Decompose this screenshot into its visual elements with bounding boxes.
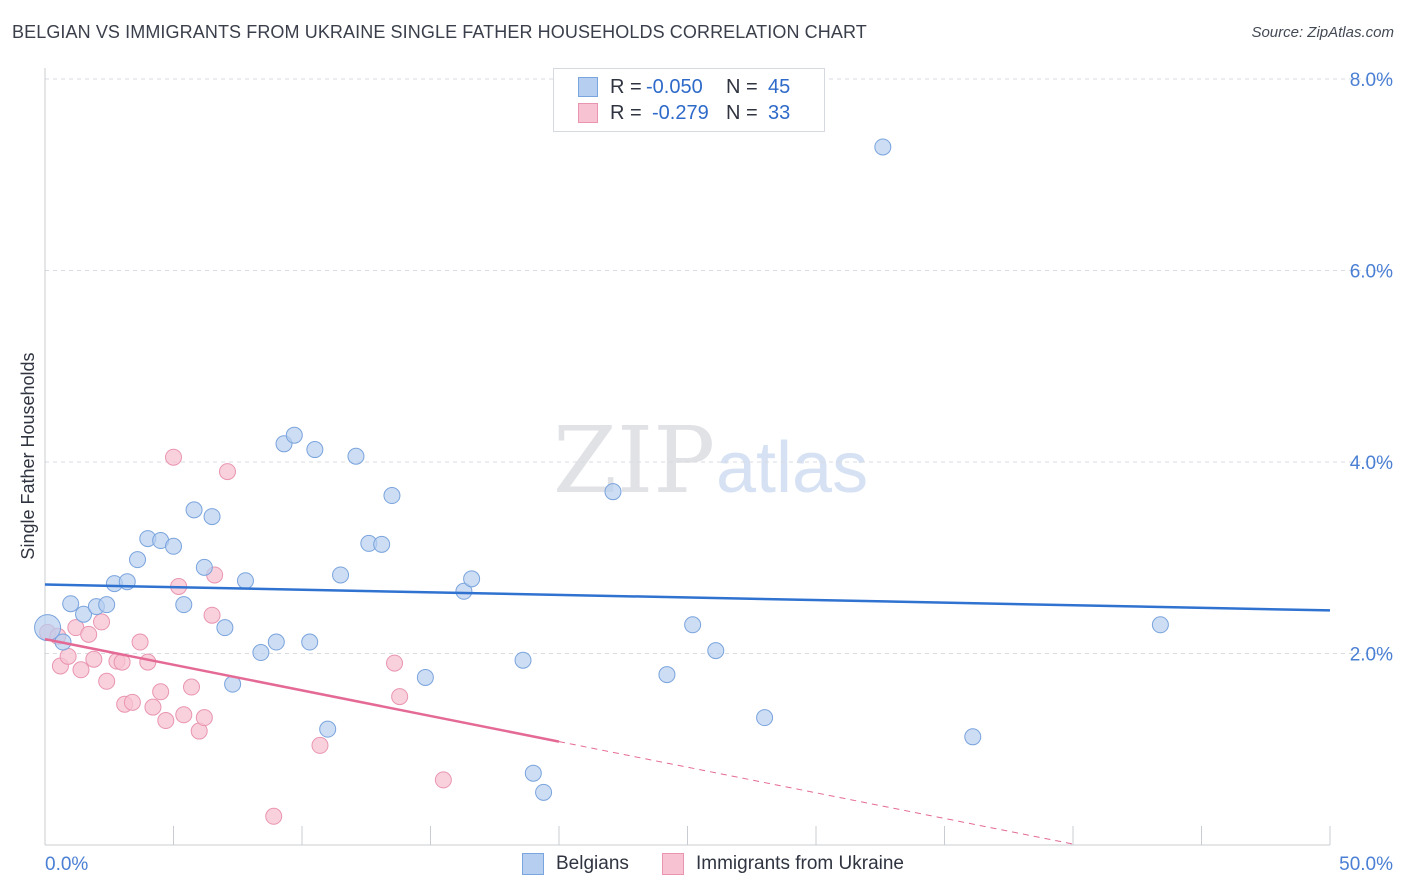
belgians-n-value: 45 (768, 75, 791, 98)
belgian-point (236, 572, 254, 590)
ukraine-point (123, 693, 141, 711)
belgian-point (658, 666, 676, 684)
belgian-point (62, 595, 80, 613)
belgian-point (514, 651, 532, 669)
x-tick-labels: 0.0% 50.0% (45, 854, 1393, 875)
ukraine-point (144, 698, 162, 716)
n-label: N = (726, 101, 758, 124)
legend-row-belgians: R = -0.050 N = 45 (578, 75, 790, 99)
belgian-point (383, 487, 401, 505)
legend-item-ukraine[interactable]: Immigrants from Ukraine (662, 851, 904, 877)
belgian-point (75, 605, 93, 623)
belgian-point (707, 642, 725, 660)
belgian-point (285, 426, 303, 444)
belgian-point (129, 551, 147, 569)
belgians-r-value: -0.050 (646, 75, 703, 98)
ukraine-point (203, 606, 221, 624)
legend-row-ukraine: R = -0.279 N = 33 (578, 101, 790, 125)
ukraine-point (311, 736, 329, 754)
y-tick-labels: 2.0% 4.0% 6.0% 8.0% (1350, 70, 1393, 666)
legend-label-ukraine: Immigrants from Ukraine (696, 853, 904, 874)
belgian-point (165, 537, 182, 555)
belgian-point (306, 441, 324, 459)
trend-lines (44, 583, 1331, 845)
belgian-point (185, 501, 203, 519)
belgians-swatch (522, 853, 544, 875)
ukraine-point (165, 448, 182, 466)
belgian-point (1151, 616, 1169, 634)
ukraine-point (98, 672, 116, 690)
belgian-point (756, 709, 774, 727)
belgian-point (535, 783, 553, 801)
belgian-point (175, 596, 193, 614)
legend-item-belgians[interactable]: Belgians (522, 851, 629, 877)
y-axis-label: Single Father Households (18, 352, 38, 559)
belgian-point (98, 596, 116, 614)
ukraine-point (386, 654, 404, 672)
r-label: R = (610, 101, 642, 124)
ukraine-point (72, 661, 90, 679)
belgians-swatch (578, 77, 598, 97)
belgian-point (195, 558, 213, 576)
ukraine-point (265, 807, 283, 825)
belgian-point (203, 508, 221, 526)
ukraine-point (131, 633, 149, 651)
belgian-point (319, 720, 337, 738)
belgians-trend-line (44, 583, 1331, 612)
ukraine-point (80, 625, 98, 643)
ukraine-point (139, 653, 157, 671)
ukraine-point (182, 678, 200, 696)
n-label: N = (726, 75, 758, 98)
ukraine-trend-line (44, 637, 560, 743)
ukraine-point (157, 712, 175, 730)
belgian-point (463, 570, 481, 588)
belgian-point (267, 633, 285, 651)
ukraine-swatch (662, 853, 684, 875)
belgian-point (347, 447, 365, 465)
watermark-zip: ZIP (553, 407, 715, 514)
x-tick-label: 0.0% (45, 854, 88, 875)
ukraine-point (85, 650, 103, 668)
y-tick-label: 6.0% (1350, 262, 1393, 283)
ukraine-point (59, 647, 77, 665)
ukraine-points (39, 448, 452, 825)
axes (44, 68, 1331, 846)
belgian-point (373, 535, 391, 553)
belgian-point (416, 668, 434, 686)
belgian-point (252, 644, 270, 662)
belgian-point (524, 764, 542, 782)
r-label: R = (610, 75, 642, 98)
y-tick-label: 8.0% (1350, 70, 1393, 91)
ukraine-r-value: -0.279 (652, 101, 709, 124)
watermark-atlas: atlas (716, 428, 868, 508)
ukraine-point (391, 688, 409, 706)
belgian-point (332, 566, 350, 584)
belgian-point (964, 728, 982, 746)
y-tick-label: 2.0% (1350, 645, 1393, 666)
belgian-point (455, 582, 473, 600)
ukraine-n-value: 33 (768, 101, 791, 124)
ukraine-point (434, 771, 452, 789)
ukraine-swatch (578, 103, 598, 123)
belgian-point (874, 138, 892, 156)
watermark: ZIP atlas (553, 407, 868, 514)
belgian-point (684, 616, 702, 634)
y-tick-label: 4.0% (1350, 453, 1393, 474)
source-credit: Source: ZipAtlas.com (1251, 24, 1394, 41)
belgian-point (301, 633, 319, 651)
belgian-point (604, 483, 622, 501)
x-tick-label: 50.0% (1339, 854, 1393, 875)
ukraine-point (152, 683, 170, 701)
chart-title: BELGIAN VS IMMIGRANTS FROM UKRAINE SINGL… (12, 22, 867, 42)
legend-label-belgians: Belgians (556, 853, 629, 874)
ukraine-point (175, 706, 193, 724)
belgian-point (216, 619, 234, 637)
ukraine-point (195, 709, 213, 727)
ukraine-point (218, 463, 236, 481)
belgian-points (34, 138, 1169, 801)
correlation-legend: R = -0.050 N = 45 R = -0.279 N = 33 (553, 68, 825, 132)
grid (45, 78, 1392, 654)
ukraine-point (93, 613, 111, 631)
